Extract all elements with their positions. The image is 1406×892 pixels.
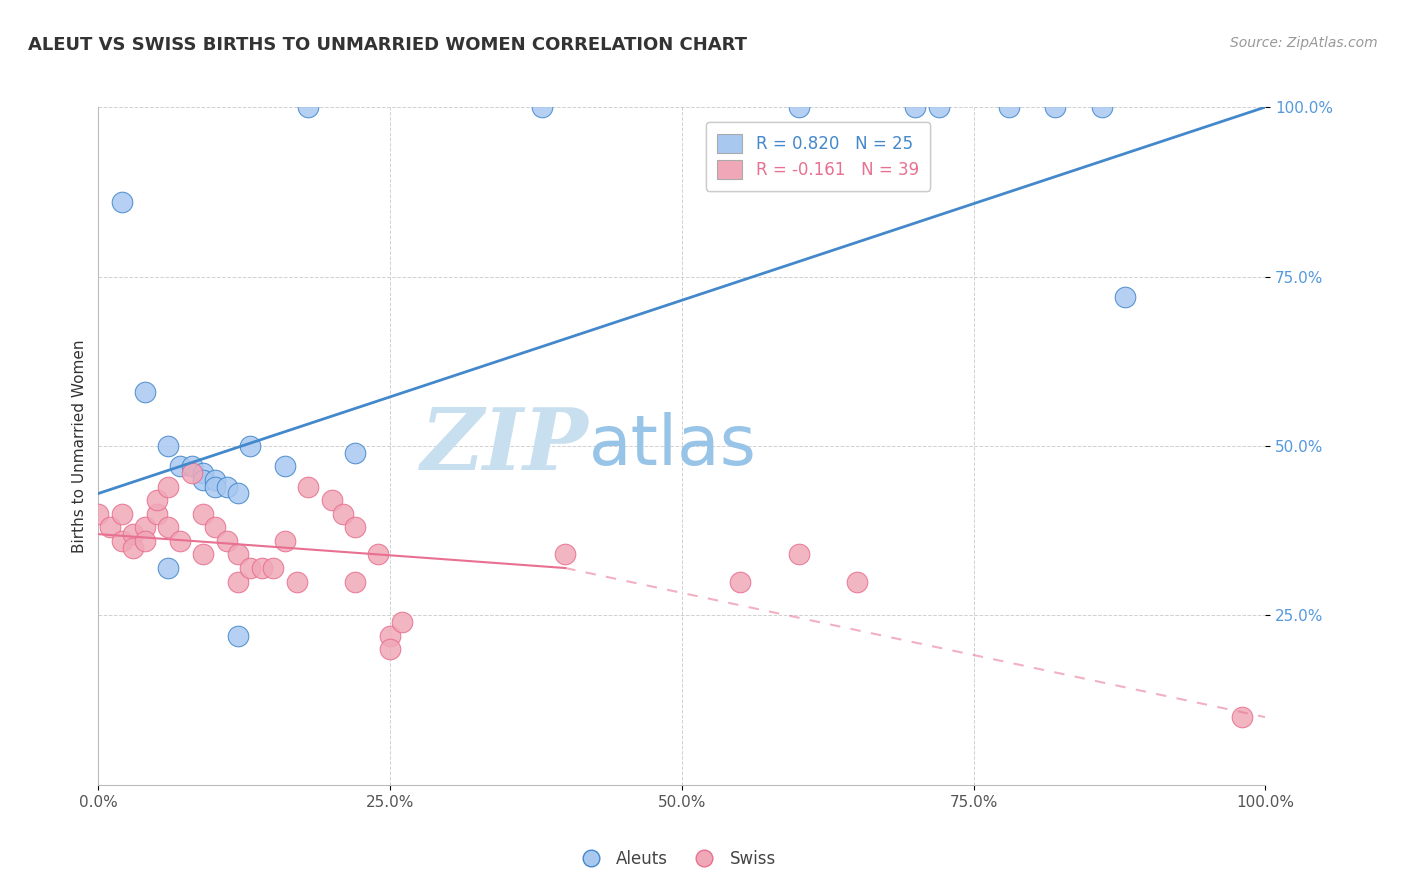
Point — [1045, 100, 1067, 114]
Point — [146, 493, 169, 508]
Point — [904, 100, 927, 114]
Point — [344, 574, 367, 589]
Point — [285, 574, 308, 589]
Point — [134, 384, 156, 399]
Text: ZIP: ZIP — [420, 404, 589, 488]
Point — [380, 629, 402, 643]
Point — [274, 459, 297, 474]
Point — [730, 574, 752, 589]
Point — [228, 574, 250, 589]
Point — [122, 527, 145, 541]
Text: Source: ZipAtlas.com: Source: ZipAtlas.com — [1230, 36, 1378, 50]
Text: ALEUT VS SWISS BIRTHS TO UNMARRIED WOMEN CORRELATION CHART: ALEUT VS SWISS BIRTHS TO UNMARRIED WOMEN… — [28, 36, 747, 54]
Point — [239, 561, 262, 575]
Point — [169, 533, 191, 548]
Point — [122, 541, 145, 555]
Point — [344, 520, 367, 534]
Text: atlas: atlas — [589, 412, 756, 480]
Point — [344, 446, 367, 460]
Point — [297, 480, 319, 494]
Point — [321, 493, 343, 508]
Point — [180, 466, 202, 480]
Legend: Aleuts, Swiss: Aleuts, Swiss — [568, 844, 782, 875]
Point — [380, 642, 402, 657]
Point — [997, 100, 1019, 114]
Point — [157, 520, 180, 534]
Y-axis label: Births to Unmarried Women: Births to Unmarried Women — [72, 339, 87, 553]
Point — [193, 473, 215, 487]
Point — [846, 574, 869, 589]
Point — [1091, 100, 1114, 114]
Point — [250, 561, 273, 575]
Point — [157, 439, 180, 453]
Legend: R = 0.820   N = 25, R = -0.161   N = 39: R = 0.820 N = 25, R = -0.161 N = 39 — [706, 122, 931, 191]
Point — [332, 507, 354, 521]
Point — [262, 561, 284, 575]
Point — [111, 194, 134, 209]
Point — [87, 507, 110, 521]
Point — [928, 100, 950, 114]
Point — [215, 480, 238, 494]
Point — [391, 615, 413, 630]
Point — [274, 533, 297, 548]
Point — [180, 459, 202, 474]
Point — [204, 480, 226, 494]
Point — [146, 507, 169, 521]
Point — [193, 466, 215, 480]
Point — [111, 533, 134, 548]
Point — [98, 520, 121, 534]
Point — [134, 533, 156, 548]
Point — [1230, 710, 1253, 724]
Point — [157, 480, 180, 494]
Point — [228, 629, 250, 643]
Point — [554, 548, 576, 562]
Point — [228, 486, 250, 500]
Point — [204, 473, 226, 487]
Point — [239, 439, 262, 453]
Point — [193, 507, 215, 521]
Point — [169, 459, 191, 474]
Point — [787, 100, 810, 114]
Point — [228, 548, 250, 562]
Point — [297, 100, 319, 114]
Point — [367, 548, 389, 562]
Point — [530, 100, 553, 114]
Point — [787, 548, 810, 562]
Point — [193, 548, 215, 562]
Point — [215, 533, 238, 548]
Point — [1114, 290, 1136, 304]
Point — [157, 561, 180, 575]
Point — [134, 520, 156, 534]
Point — [111, 507, 134, 521]
Point — [204, 520, 226, 534]
